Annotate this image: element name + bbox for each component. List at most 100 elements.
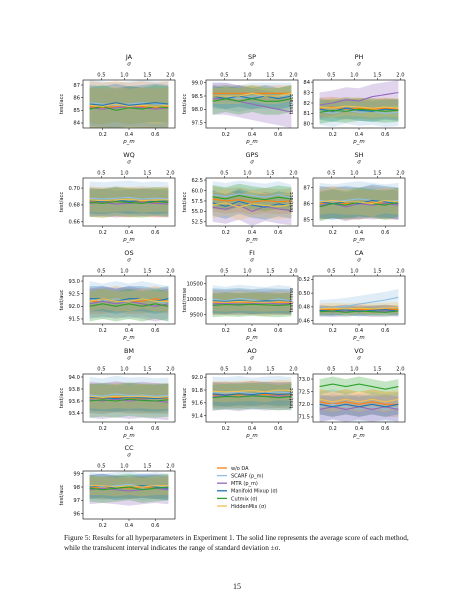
y-tick-label: 10000 <box>186 297 203 303</box>
mean-line-1 <box>212 298 292 302</box>
y-tick-label: 92.0 <box>68 304 80 310</box>
bottom-tick-label: 0.4 <box>355 230 364 236</box>
std-band-5 <box>89 476 169 497</box>
top-tick-label: 1.0 <box>243 269 251 275</box>
bottom-axis-label: p_m <box>122 139 135 145</box>
std-band-4 <box>212 383 292 411</box>
bottom-tick-label: 0.6 <box>381 426 389 432</box>
plot-area <box>319 80 399 127</box>
std-band-2 <box>319 189 399 222</box>
y-tick-label: 93.4 <box>68 411 80 417</box>
subplot-title: WQ <box>123 151 135 159</box>
top-axis-label: σ <box>127 258 131 264</box>
std-band-2 <box>89 473 169 506</box>
mean-line-5 <box>212 202 292 208</box>
y-tick-label: 0.68 <box>68 203 80 209</box>
top-tick-label: 1.5 <box>266 367 274 373</box>
y-tick-label: 87 <box>73 83 80 89</box>
bottom-tick-label: 0.6 <box>274 132 282 138</box>
std-band-1 <box>89 375 169 415</box>
top-tick-label: 1.5 <box>373 171 381 177</box>
std-band-2 <box>89 86 169 128</box>
std-band-3 <box>319 394 399 417</box>
subplot-title: CC <box>124 444 134 452</box>
top-tick-label: 0.5 <box>220 171 228 177</box>
top-tick-label: 1.5 <box>266 73 274 79</box>
top-axis-label: σ <box>357 356 361 362</box>
bottom-tick-label: 0.2 <box>329 132 337 138</box>
top-tick-label: 1.0 <box>350 73 358 79</box>
subplot-cc: CCσ0.51.01.52.00.20.40.6p_m96979899test/… <box>59 444 176 529</box>
mean-line-3 <box>319 403 399 408</box>
bottom-axis-label: p_m <box>245 335 258 341</box>
y-tick-label: 98.5 <box>191 94 203 100</box>
bottom-axis-label: p_m <box>352 139 365 145</box>
std-band-1 <box>89 180 169 216</box>
bottom-tick-label: 0.4 <box>355 328 364 334</box>
y-tick-label: 52.5 <box>191 220 203 226</box>
mean-line-0 <box>319 308 399 311</box>
mean-line-2 <box>89 201 169 205</box>
mean-line-0 <box>212 198 292 203</box>
bottom-axis-label: p_m <box>352 237 365 243</box>
y-axis-label: test/acc <box>59 192 65 213</box>
top-tick-label: 0.5 <box>327 73 335 79</box>
top-tick-label: 0.5 <box>97 269 105 275</box>
mean-line-3 <box>212 392 292 396</box>
mean-line-5 <box>212 92 292 97</box>
std-band-4 <box>212 292 292 318</box>
y-tick-label: 97.5 <box>191 120 203 126</box>
y-tick-label: 98.0 <box>191 107 203 113</box>
top-axis-label: σ <box>250 356 254 362</box>
y-tick-label: 86 <box>73 95 80 101</box>
y-tick-label: 10500 <box>186 282 203 288</box>
y-tick-label: 93.0 <box>68 279 80 285</box>
plot-area <box>89 80 169 128</box>
subplot-title: AO <box>247 347 256 355</box>
std-band-1 <box>212 82 292 112</box>
top-axis-label: σ <box>250 160 254 166</box>
legend-label: MTR (p_m) <box>231 481 258 487</box>
y-tick-label: 60.0 <box>191 188 203 194</box>
std-band-5 <box>212 85 292 104</box>
mean-line-4 <box>319 108 399 113</box>
mean-line-0 <box>319 106 399 110</box>
y-tick-label: 92.5 <box>68 291 80 297</box>
mean-line-1 <box>212 193 292 199</box>
top-tick-label: 2.0 <box>396 73 404 79</box>
bottom-tick-label: 0.4 <box>248 230 257 236</box>
bottom-tick-label: 0.6 <box>381 328 389 334</box>
y-tick-label: 72.0 <box>298 402 310 408</box>
mean-line-5 <box>212 389 292 393</box>
plot-area <box>319 289 399 318</box>
y-tick-label: 0.46 <box>298 318 310 324</box>
legend-label: SCARF (p_m) <box>231 474 264 480</box>
bottom-tick-label: 0.6 <box>381 230 389 236</box>
top-axis-label: σ <box>127 453 131 459</box>
subplot-ja: JAσ 0.5 1.0 1.5 2.0 0.2 0.4 0.6 p_m 84 85 86 87 test/… <box>59 53 176 145</box>
y-axis-label: test/acc <box>289 94 295 115</box>
top-tick-label: 0.5 <box>97 367 105 373</box>
bottom-tick-label: 0.2 <box>99 328 107 334</box>
top-axis-label: σ <box>250 62 254 68</box>
bottom-tick-label: 0.2 <box>99 426 107 432</box>
std-band-3 <box>212 85 292 110</box>
y-tick-label: 57.5 <box>191 199 203 205</box>
subplot-title: GPS <box>245 151 258 159</box>
y-tick-label: 91.6 <box>191 401 203 407</box>
mean-line-5 <box>319 105 399 109</box>
subplot-vo: VOσ 0.5 1.0 1.5 2.0 0.2 0.4 0.6 p_m 71.5 72.0 72.5 7… <box>289 347 406 439</box>
top-axis-label: σ <box>127 62 131 68</box>
top-tick-label: 2.0 <box>166 464 174 470</box>
top-tick-label: 0.5 <box>220 73 228 79</box>
y-axis-label: test/acc <box>182 94 188 115</box>
y-tick-label: 84 <box>303 80 310 86</box>
mean-line-3 <box>319 107 399 112</box>
subplot-title: OS <box>124 249 133 257</box>
y-tick-label: 86 <box>303 201 310 207</box>
top-tick-label: 2.0 <box>289 269 297 275</box>
mean-line-1 <box>89 393 169 397</box>
legend-label: Cutmix (σ) <box>231 496 258 502</box>
std-band-0 <box>319 389 399 417</box>
bottom-tick-label: 0.2 <box>99 132 107 138</box>
